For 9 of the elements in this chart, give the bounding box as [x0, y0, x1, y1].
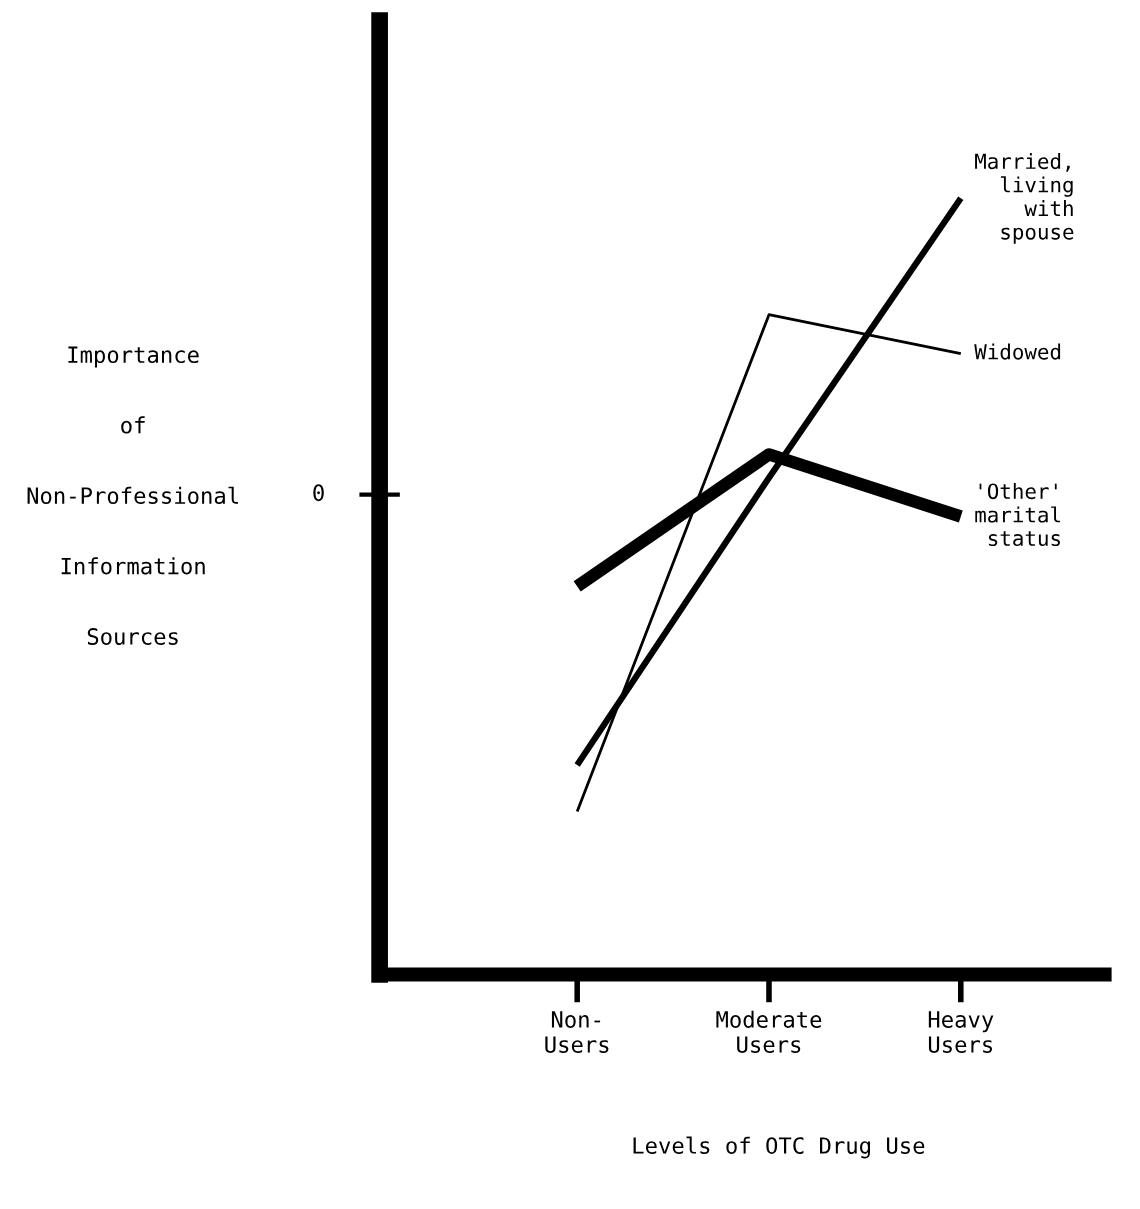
x-tick-label: Heavy Users — [928, 1011, 994, 1053]
series-label: Widowed — [974, 343, 1061, 360]
text: 0 — [313, 484, 324, 502]
x-tick-label: Moderate Users — [716, 1010, 822, 1053]
series-label: 'Other' marital status — [975, 483, 1060, 547]
series-label: Married, living with spouse — [975, 153, 1074, 244]
x-tick-label: Non- Users — [545, 1011, 609, 1053]
text: Importance of Non-Professional Information Sources — [27, 346, 238, 645]
x-axis-title: Levels of OTC Drug Use — [633, 1136, 925, 1159]
